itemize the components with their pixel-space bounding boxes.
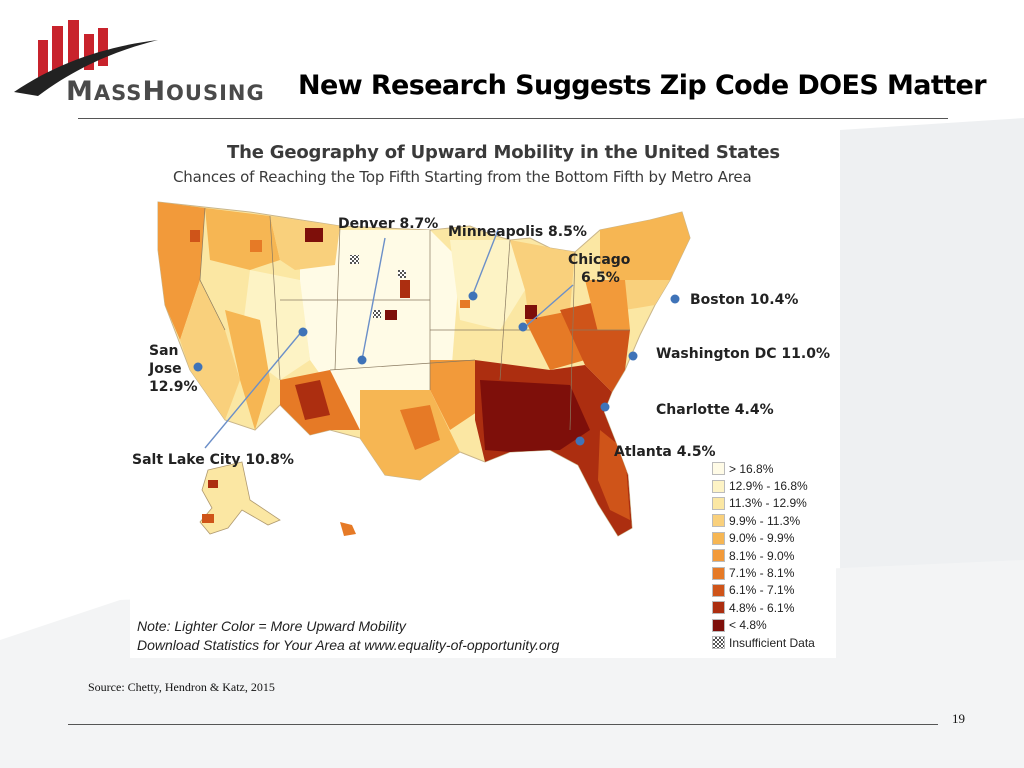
hawaii (340, 522, 356, 536)
footer-divider (68, 724, 938, 725)
marker-boston (670, 294, 680, 304)
mobility-regions (158, 202, 690, 536)
legend-row: 4.8% - 6.1% (712, 599, 836, 616)
legend-row: Insufficient Data (712, 634, 836, 651)
legend-row: 9.9% - 11.3% (712, 512, 836, 529)
logo-letter-h: H (142, 76, 167, 107)
legend-row: < 4.8% (712, 617, 836, 634)
legend-label: 6.1% - 7.1% (729, 583, 795, 598)
logo-letters-ass: ASS (93, 81, 143, 105)
legend-swatch (712, 531, 725, 545)
marker-san-jose (193, 362, 203, 372)
source-citation: Source: Chetty, Hendron & Katz, 2015 (88, 680, 275, 694)
legend-label: 7.1% - 8.1% (729, 566, 795, 581)
marker-washington (628, 351, 638, 361)
legend-swatch (712, 479, 725, 493)
legend-swatch (712, 514, 725, 528)
legend-swatch (712, 601, 725, 615)
legend-row: 11.3% - 12.9% (712, 495, 836, 512)
legend-swatch (712, 583, 725, 597)
legend-row: 8.1% - 9.0% (712, 547, 836, 564)
marker-salt-lake-city (298, 327, 308, 337)
logo-letters-ousing: OUSING (166, 81, 265, 105)
us-mobility-map (157, 201, 691, 537)
legend-swatch (712, 462, 725, 476)
city-markers (193, 291, 680, 446)
alaska (199, 461, 281, 535)
callout-boston: Boston 10.4% (690, 292, 799, 308)
page-number: 19 (952, 711, 965, 726)
mobility-map-figure: The Geography of Upward Mobility in the … (130, 130, 836, 658)
marker-atlanta (575, 436, 585, 446)
legend-label: Insufficient Data (729, 635, 815, 650)
legend-label: 9.0% - 9.9% (729, 531, 795, 546)
figure-title: The Geography of Upward Mobility in the … (227, 142, 780, 163)
callout-san-jose-line2: Jose (149, 361, 182, 377)
slide-title: New Research Suggests Zip Code DOES Matt… (298, 70, 987, 101)
legend-row: 12.9% - 16.8% (712, 477, 836, 494)
legend-row: 9.0% - 9.9% (712, 530, 836, 547)
callout-lines (204, 229, 574, 449)
masshousing-logo: MASSHOUSING (8, 14, 264, 107)
legend-label: 9.9% - 11.3% (729, 513, 801, 528)
legend-label: 11.3% - 12.9% (729, 496, 807, 511)
marker-minneapolis (468, 291, 478, 301)
legend-label: 4.8% - 6.1% (729, 600, 795, 615)
legend-label: > 16.8% (729, 461, 774, 476)
legend-row: 7.1% - 8.1% (712, 564, 836, 581)
legend-row: > 16.8% (712, 460, 836, 477)
callout-chicago-value: 6.5% (581, 270, 620, 286)
logo-mark (14, 20, 158, 96)
alaska-region (202, 514, 214, 523)
legend-swatch (712, 618, 725, 632)
callout-denver: Denver 8.7% (338, 216, 439, 232)
legend-label: 12.9% - 16.8% (729, 479, 808, 494)
legend-label: 8.1% - 9.0% (729, 548, 795, 563)
marker-chicago (518, 322, 528, 332)
alaska-region (208, 480, 218, 488)
legend-swatch (712, 549, 725, 563)
legend-swatch (712, 636, 725, 650)
state-boundaries (199, 207, 630, 431)
callout-salt-lake-city: Salt Lake City 10.8% (132, 452, 294, 468)
legend-swatch (712, 496, 725, 510)
figure-note: Note: Lighter Color = More Upward Mobili… (137, 618, 406, 634)
marker-charlotte (600, 402, 610, 412)
marker-denver (357, 355, 367, 365)
callout-atlanta: Atlanta 4.5% (614, 444, 716, 460)
title-divider (78, 118, 948, 119)
figure-subtitle: Chances of Reaching the Top Fifth Starti… (173, 168, 752, 186)
legend-swatch (712, 566, 725, 580)
logo-letter-m: M (66, 76, 94, 107)
callout-san-jose-value: 12.9% (149, 379, 198, 395)
map-legend: > 16.8% 12.9% - 16.8% 11.3% - 12.9% 9.9% - … (712, 460, 836, 651)
logo-wordmark: MASSHOUSING (66, 76, 265, 107)
callout-charlotte: Charlotte 4.4% (656, 402, 774, 418)
callout-chicago-name: Chicago (568, 252, 631, 268)
callout-san-jose-line1: San (149, 343, 179, 359)
callout-washington: Washington DC 11.0% (656, 346, 830, 362)
figure-download-note: Download Statistics for Your Area at www… (137, 637, 560, 653)
callout-minneapolis: Minneapolis 8.5% (448, 224, 587, 240)
legend-row: 6.1% - 7.1% (712, 582, 836, 599)
legend-label: < 4.8% (729, 618, 767, 633)
